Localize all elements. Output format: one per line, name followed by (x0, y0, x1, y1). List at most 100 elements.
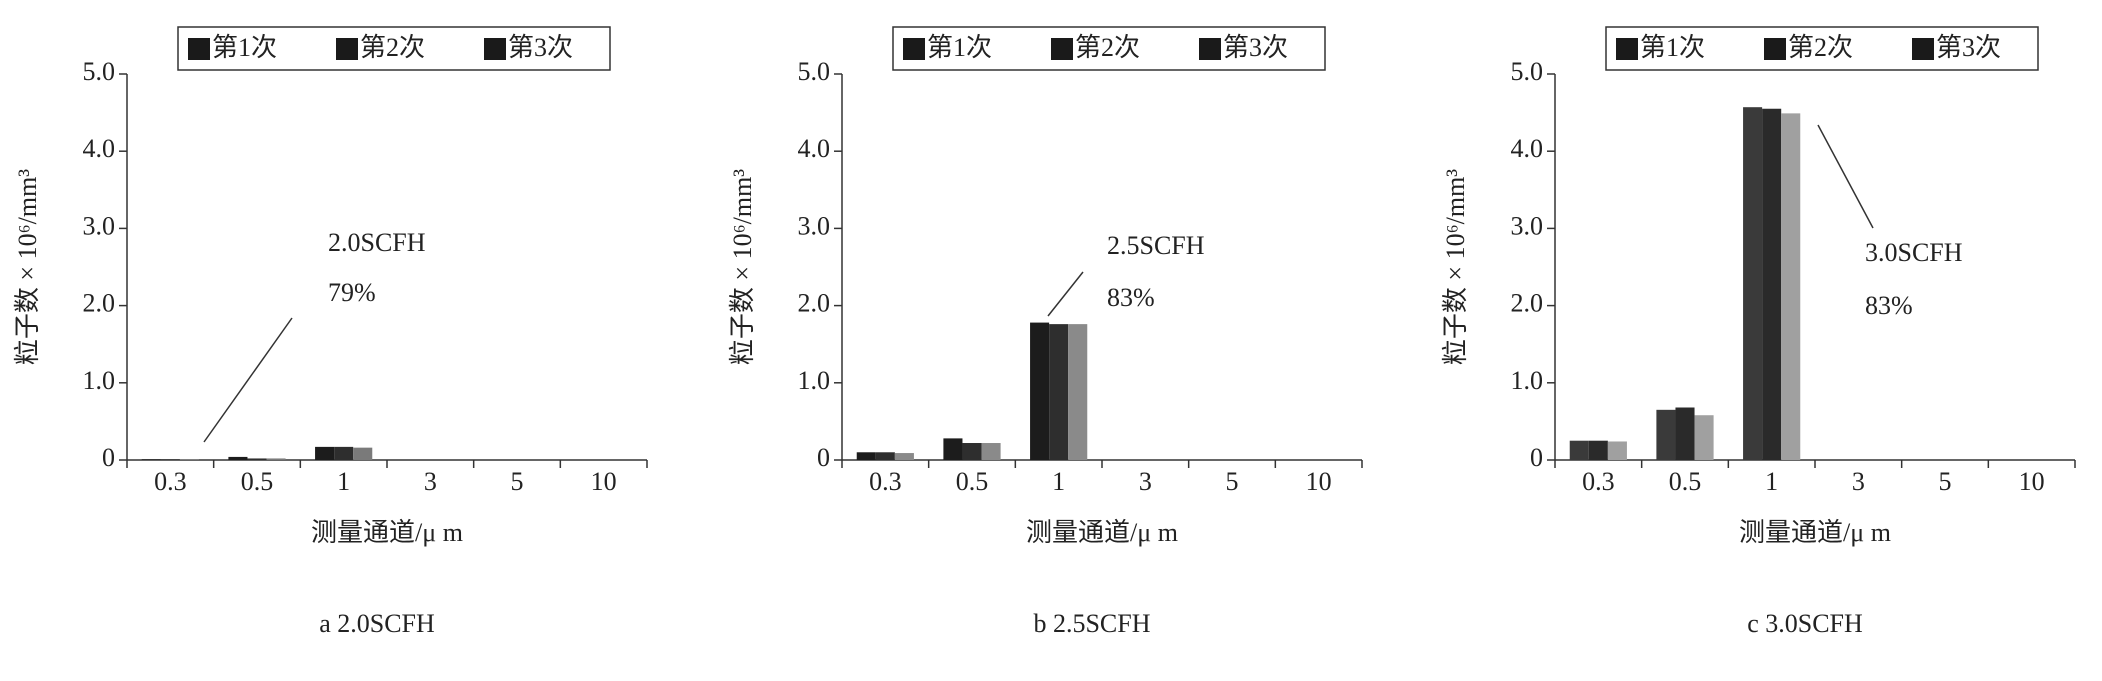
y-tick-label: 4.0 (1511, 134, 1544, 163)
y-tick-label: 3.0 (1511, 211, 1544, 240)
x-tick-label: 10 (591, 467, 617, 496)
legend-label: 第2次 (1788, 33, 1853, 62)
legend-label: 第3次 (1223, 33, 1288, 62)
y-axis-label: 粒子数 × 10⁶/mm³ (728, 169, 757, 365)
y-tick-label: 2.0 (1511, 289, 1544, 318)
annotation-leader (1047, 271, 1084, 317)
x-tick-label: 3 (1139, 467, 1152, 496)
bar (962, 443, 982, 460)
legend-label: 第3次 (508, 33, 573, 62)
legend-label: 第1次 (1640, 33, 1705, 62)
bar (943, 438, 963, 460)
annotation-leader (1817, 124, 1874, 229)
legend-swatch (903, 38, 925, 60)
y-tick-label: 0 (102, 443, 115, 472)
y-tick-label: 4.0 (83, 134, 116, 163)
x-tick-label: 0.3 (154, 467, 187, 496)
bar (1762, 108, 1782, 461)
legend-swatch (1764, 38, 1786, 60)
annotation: 2.5SCFH (1107, 231, 1205, 260)
bar (1656, 409, 1676, 460)
x-tick-label: 0.5 (241, 467, 274, 496)
bar (1743, 107, 1763, 461)
x-axis-label: 测量通道/μ m (1026, 518, 1178, 547)
legend-label: 第2次 (1075, 33, 1140, 62)
x-tick-label: 5 (511, 467, 524, 496)
legend-swatch (1616, 38, 1638, 60)
bar (981, 443, 1001, 460)
x-tick-label: 0.3 (869, 467, 902, 496)
caption: b 2.5SCFH (1033, 609, 1150, 638)
y-axis-label: 粒子数 × 10⁶/mm³ (1441, 169, 1470, 365)
y-tick-label: 2.0 (83, 289, 116, 318)
x-tick-label: 1 (1052, 467, 1065, 496)
y-tick-label: 1.0 (83, 366, 116, 395)
caption: a 2.0SCFH (319, 609, 435, 638)
x-axis-label: 测量通道/μ m (1739, 518, 1891, 547)
y-tick-label: 2.0 (798, 289, 831, 318)
legend-swatch (1912, 38, 1934, 60)
bar (1049, 324, 1069, 460)
x-tick-label: 5 (1226, 467, 1239, 496)
legend-label: 第2次 (360, 33, 425, 62)
x-axis-label: 测量通道/μ m (311, 518, 463, 547)
y-tick-label: 3.0 (83, 211, 116, 240)
legend-swatch (484, 38, 506, 60)
bar (247, 458, 267, 460)
bar (1068, 324, 1088, 460)
y-tick-label: 5.0 (798, 57, 831, 86)
chart-panel: 0 1.0 2.0 3.0 4.0 5.0 0.3 0.5 1 3 5 10 测量通道/μ m 粒子数 ×… (1441, 26, 2076, 638)
legend-box (1605, 26, 2039, 71)
bar (353, 447, 373, 460)
legend-label: 第1次 (927, 33, 992, 62)
y-tick-label: 5.0 (83, 57, 116, 86)
annotation: 83% (1107, 283, 1155, 312)
y-axis-label: 粒子数 × 10⁶/mm³ (13, 169, 42, 365)
bar (1588, 440, 1608, 460)
legend-box (177, 26, 611, 71)
annotation-leader (203, 317, 293, 443)
annotation: 79% (328, 278, 376, 307)
bar (160, 459, 180, 460)
chart-panel: 0 1.0 2.0 3.0 4.0 5.0 0.3 0.5 1 3 5 10 测量通道/μ m 粒子数 ×… (728, 26, 1363, 638)
x-tick-label: 3 (424, 467, 437, 496)
chart-panel: 0 1.0 2.0 3.0 4.0 5.0 0.3 0.5 1 3 5 10 测量通道/μ m 粒子数 ×… (13, 26, 648, 638)
y-tick-label: 1.0 (1511, 366, 1544, 395)
bar (334, 446, 354, 460)
legend-swatch (336, 38, 358, 60)
x-tick-label: 10 (2019, 467, 2045, 496)
bar (894, 453, 914, 460)
bar (315, 446, 335, 460)
x-tick-label: 10 (1306, 467, 1332, 496)
legend-label: 第1次 (212, 33, 277, 62)
bar (228, 456, 248, 460)
x-tick-label: 0.5 (1669, 467, 1702, 496)
y-tick-label: 0 (1530, 443, 1543, 472)
x-tick-label: 0.3 (1582, 467, 1615, 496)
bar (1569, 440, 1589, 460)
x-tick-label: 1 (1765, 467, 1778, 496)
annotation: 2.0SCFH (328, 228, 426, 257)
x-tick-label: 5 (1939, 467, 1952, 496)
bar (1781, 113, 1801, 460)
bar (141, 459, 161, 460)
bar (1675, 407, 1695, 460)
bar (1607, 441, 1627, 460)
bar (1694, 415, 1714, 460)
y-tick-label: 4.0 (798, 134, 831, 163)
x-tick-label: 3 (1852, 467, 1865, 496)
annotation: 3.0SCFH (1865, 238, 1963, 267)
bar (856, 452, 876, 460)
legend-swatch (188, 38, 210, 60)
caption: c 3.0SCFH (1747, 609, 1863, 638)
y-tick-label: 1.0 (798, 366, 831, 395)
legend-label: 第3次 (1936, 33, 2001, 62)
bar (875, 452, 895, 460)
annotation: 83% (1865, 291, 1913, 320)
y-tick-label: 3.0 (798, 211, 831, 240)
bar (179, 459, 199, 460)
y-tick-label: 5.0 (1511, 57, 1544, 86)
bar (266, 458, 286, 460)
legend-swatch (1051, 38, 1073, 60)
